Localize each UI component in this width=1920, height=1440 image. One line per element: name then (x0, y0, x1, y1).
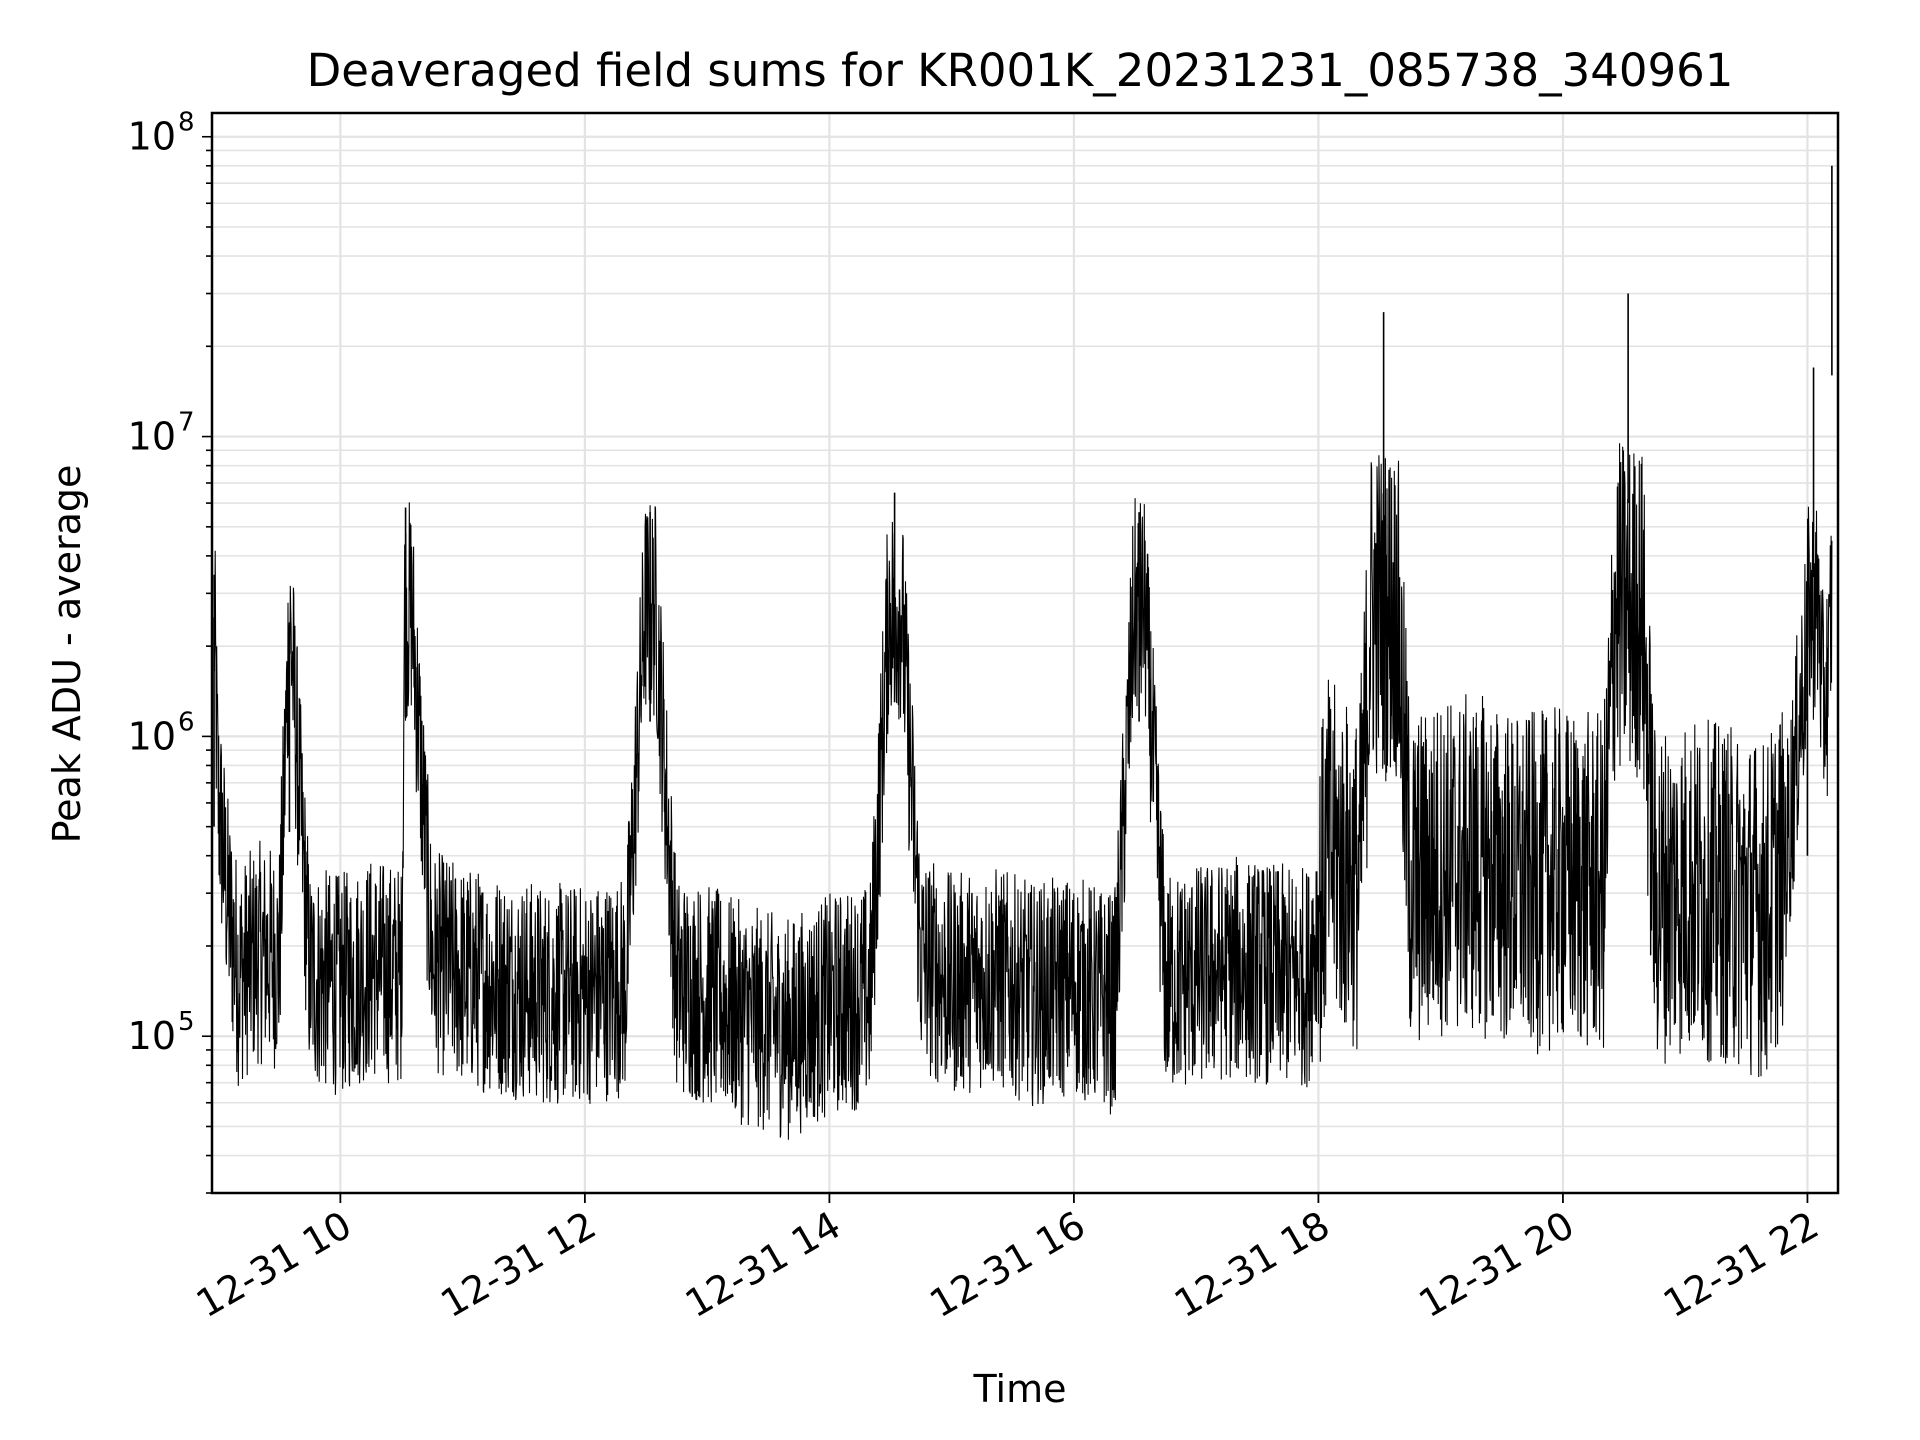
y-tick-label: 10 (128, 1014, 176, 1058)
y-axis-label: Peak ADU - average (45, 465, 89, 844)
y-tick-exponent: 8 (178, 108, 195, 138)
y-tick-label: 10 (128, 115, 176, 159)
y-tick-exponent: 7 (178, 408, 195, 438)
y-tick-exponent: 6 (178, 707, 195, 737)
chart-title: Deaveraged field sums for KR001K_2023123… (307, 44, 1734, 97)
y-tick-exponent: 5 (178, 1007, 195, 1037)
x-axis-label: Time (973, 1367, 1067, 1411)
plot-frame (210, 111, 1840, 1195)
y-tick-label: 10 (128, 714, 176, 758)
y-tick-label: 10 (128, 415, 176, 459)
data-series (213, 165, 1833, 1140)
series-line (213, 443, 1833, 1140)
